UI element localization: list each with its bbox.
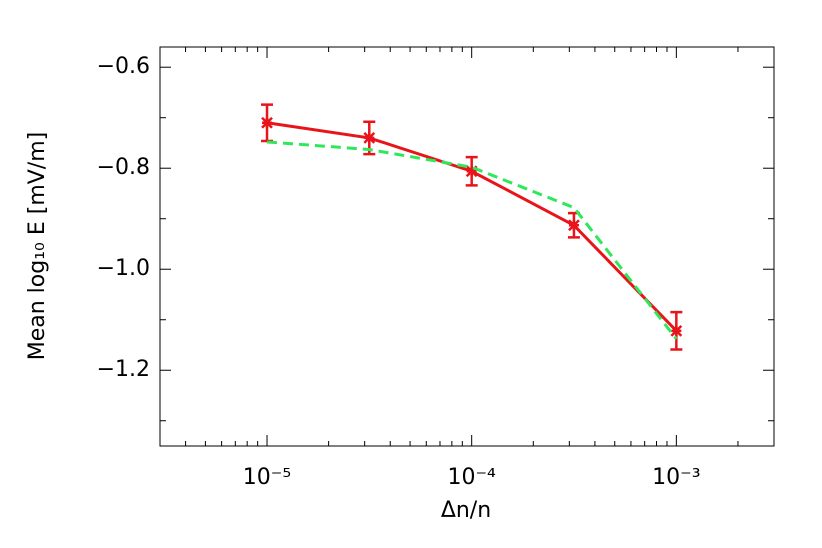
y-tick-label: −0.8	[97, 155, 150, 180]
x-tick-label: 10⁻⁵	[243, 465, 291, 490]
y-axis-label: Mean log₁₀ E [mV/m]	[25, 132, 50, 361]
x-tick-label: 10⁻³	[652, 465, 700, 490]
plot-frame	[159, 46, 775, 447]
marker	[363, 132, 376, 144]
y-tick-label: −1.0	[97, 256, 150, 281]
y-tick-label: −0.6	[97, 54, 150, 79]
x-axis-label: Δn/n	[441, 498, 491, 523]
series-line	[266, 140, 678, 340]
x-tick-label: 10⁻⁴	[447, 465, 496, 490]
marker	[465, 165, 478, 178]
y-tick-label: −1.2	[97, 357, 150, 382]
marker	[670, 324, 683, 337]
series-line	[266, 121, 678, 332]
marker	[568, 219, 580, 232]
marker	[261, 116, 273, 129]
